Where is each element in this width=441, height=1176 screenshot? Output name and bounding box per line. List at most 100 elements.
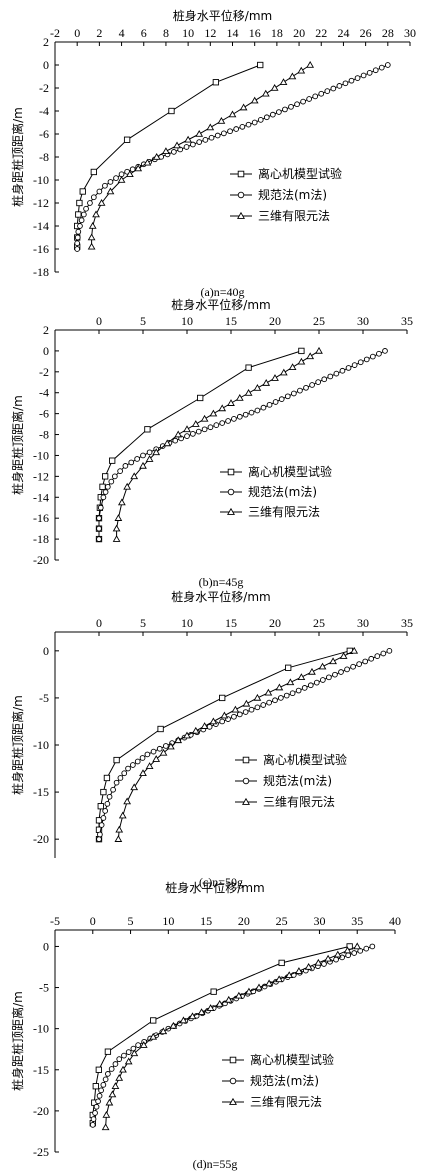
x-axis-title: 桩身水平位移/mm <box>171 297 270 312</box>
y-tick-label: -18 <box>33 532 49 546</box>
circle-marker <box>113 779 120 786</box>
y-tick-label: -16 <box>33 511 49 525</box>
y-tick-label: -16 <box>33 242 49 256</box>
square-marker <box>242 756 250 764</box>
circle-marker <box>96 188 103 195</box>
legend-label: 三维有限元法 <box>250 1095 322 1109</box>
circle-marker <box>130 762 136 768</box>
triangle-marker <box>200 722 209 729</box>
circle-marker <box>96 515 102 522</box>
y-tick-label: 0 <box>43 644 49 658</box>
circle-marker <box>342 80 349 87</box>
circle-marker <box>171 149 177 155</box>
triangle-marker <box>288 72 297 80</box>
circle-marker <box>213 422 220 428</box>
circle-marker <box>80 211 87 218</box>
circle-marker <box>254 407 261 414</box>
circle-marker <box>260 702 267 708</box>
x-tick-label: 20 <box>269 314 281 328</box>
x-tick-label: 18 <box>271 26 283 40</box>
circle-marker <box>266 401 273 408</box>
triangle-marker <box>87 233 96 241</box>
circle-marker <box>315 379 322 385</box>
circle-marker <box>227 128 233 135</box>
circle-marker <box>251 119 258 126</box>
square-marker <box>157 725 164 733</box>
x-tick-label: 30 <box>357 616 369 630</box>
triangle-marker <box>279 78 288 86</box>
square-marker <box>219 694 226 702</box>
y-tick-label: 2 <box>43 323 49 337</box>
triangle-marker <box>308 667 316 675</box>
circle-marker <box>333 370 340 377</box>
y-tick-label: -14 <box>33 490 49 504</box>
circle-marker <box>229 1077 237 1085</box>
triangle-marker <box>262 379 271 386</box>
x-tick-label: 2 <box>96 26 102 40</box>
triangle-marker <box>315 346 323 354</box>
circle-marker <box>128 459 135 466</box>
circle-marker <box>300 98 306 105</box>
circle-marker <box>369 353 376 360</box>
triangle-marker <box>173 141 181 149</box>
circle-marker <box>339 367 346 374</box>
series-line <box>98 650 390 840</box>
x-tick-label: 0 <box>96 314 102 328</box>
triangle-marker <box>255 983 263 991</box>
circle-marker <box>96 536 102 542</box>
chart-panel-4: -5 0 5 10 15 20 25 30 35 40-25-20-15-10-50桩身水平位移/… <box>10 880 401 1171</box>
triangle-marker <box>174 430 183 438</box>
circle-marker <box>134 758 141 765</box>
triangle-marker <box>118 811 127 819</box>
triangle-marker <box>111 1082 120 1090</box>
series-3 <box>87 60 315 250</box>
x-tick-label: 25 <box>276 914 288 928</box>
triangle-marker <box>139 461 147 469</box>
legend-label: 三维有限元法 <box>263 795 335 809</box>
circle-marker <box>326 674 332 681</box>
x-tick-label: 10 <box>182 26 194 40</box>
legend-label: 规范法(m法) <box>248 484 317 499</box>
circle-marker <box>221 130 227 137</box>
triangle-marker <box>106 187 115 195</box>
square-marker <box>144 426 151 433</box>
circle-marker <box>121 1052 127 1059</box>
circle-marker <box>242 709 249 715</box>
y-tick-label: -5 <box>39 981 49 995</box>
y-tick-label: -5 <box>39 691 49 705</box>
triangle-marker <box>123 797 132 805</box>
circle-marker <box>306 96 312 102</box>
triangle-marker <box>306 352 315 360</box>
legend-label: 离心机模型试验 <box>248 464 332 479</box>
y-tick-label: -2 <box>39 81 49 95</box>
y-tick-label: -12 <box>33 469 49 483</box>
triangle-marker <box>339 652 348 659</box>
circle-marker <box>294 101 300 108</box>
triangle-marker <box>115 825 124 833</box>
square-marker <box>227 468 235 476</box>
circle-marker <box>96 525 102 532</box>
triangle-marker <box>174 736 183 744</box>
triangle-marker <box>195 129 204 137</box>
triangle-marker <box>234 991 243 999</box>
circle-marker <box>382 348 388 354</box>
triangle-marker <box>114 835 123 842</box>
triangle-marker <box>228 110 237 118</box>
triangle-marker <box>227 399 235 406</box>
x-tick-label: 35 <box>401 616 413 630</box>
triangle-marker <box>306 60 315 68</box>
circle-marker <box>90 1116 97 1122</box>
circle-marker <box>318 90 325 97</box>
circle-marker <box>83 205 89 212</box>
circle-marker <box>225 418 231 424</box>
triangle-marker <box>279 368 288 376</box>
circle-marker <box>386 647 393 654</box>
circle-marker <box>338 669 344 675</box>
circle-marker <box>327 373 334 380</box>
triangle-marker <box>197 1008 206 1016</box>
series-line <box>98 350 386 540</box>
triangle-marker <box>245 987 253 995</box>
square-marker <box>97 803 104 810</box>
triangle-marker <box>217 116 226 124</box>
